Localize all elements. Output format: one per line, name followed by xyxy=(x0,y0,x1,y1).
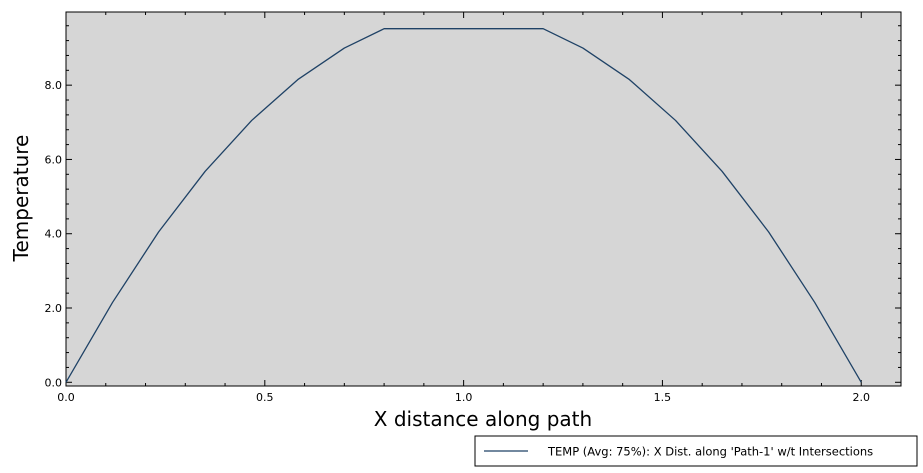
series-lines xyxy=(65,28,862,383)
y-tick-label: 2.0 xyxy=(45,302,63,315)
x-tick-label: 1.5 xyxy=(654,391,672,404)
legend-entry-label: TEMP (Avg: 75%): X Dist. along 'Path-1' … xyxy=(547,445,873,459)
x-tick-label: 0.5 xyxy=(256,391,274,404)
x-tick-label: 0.0 xyxy=(57,391,75,404)
x-tick-label: 2.0 xyxy=(852,391,870,404)
legend-box xyxy=(474,435,918,467)
axis-ticks xyxy=(65,12,902,386)
y-tick-label: 8.0 xyxy=(45,79,63,92)
x-axis-title: X distance along path xyxy=(374,407,592,431)
plot-area xyxy=(65,11,902,387)
y-tick-label: 0.0 xyxy=(45,376,63,389)
y-axis-title: Temperature xyxy=(9,135,33,263)
y-tick-label: 6.0 xyxy=(45,153,63,166)
y-tick-label: 4.0 xyxy=(45,228,63,241)
temperature-series-line xyxy=(65,28,862,383)
tick-labels: 0.0 0.5 1.0 1.5 2.0 0.0 2.0 4.0 6.0 8.0 xyxy=(45,79,870,404)
x-tick-label: 1.0 xyxy=(455,391,473,404)
legend: TEMP (Avg: 75%): X Dist. along 'Path-1' … xyxy=(474,435,918,467)
